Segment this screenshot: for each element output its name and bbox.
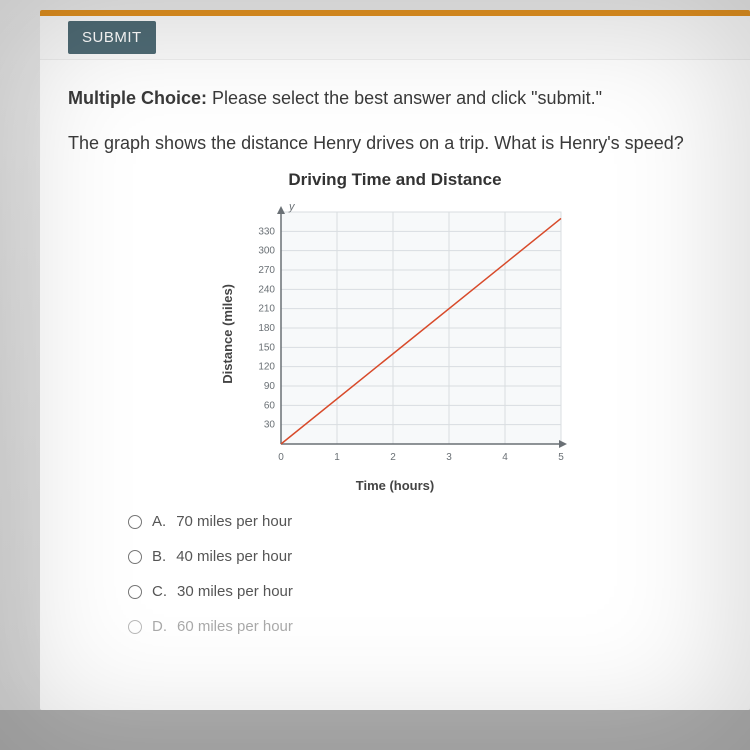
svg-text:4: 4 (502, 452, 508, 463)
svg-text:330: 330 (258, 226, 275, 237)
option-d[interactable]: D. 60 miles per hour (128, 618, 722, 635)
top-bar: SUBMIT (40, 16, 750, 60)
radio-a[interactable] (128, 515, 142, 529)
option-a-text: 70 miles per hour (176, 513, 292, 530)
radio-c[interactable] (128, 585, 142, 599)
svg-text:150: 150 (258, 342, 275, 353)
option-a[interactable]: A. 70 miles per hour (128, 513, 722, 530)
chart-area: Distance (miles) y3060901201501802102402… (220, 194, 571, 474)
y-axis-label: Distance (miles) (220, 284, 235, 384)
quiz-frame: SUBMIT Multiple Choice: Please select th… (40, 10, 750, 710)
option-c[interactable]: C. 30 miles per hour (128, 583, 722, 600)
option-a-letter: A. (152, 513, 166, 530)
svg-text:270: 270 (258, 265, 275, 276)
svg-text:90: 90 (263, 381, 275, 392)
svg-text:y: y (288, 201, 296, 213)
radio-b[interactable] (128, 550, 142, 564)
svg-text:120: 120 (258, 362, 275, 373)
svg-text:210: 210 (258, 304, 275, 315)
option-c-letter: C. (152, 583, 167, 600)
svg-text:5: 5 (558, 452, 564, 463)
svg-text:60: 60 (263, 400, 275, 411)
bottom-bar (0, 710, 750, 750)
screen-background: SUBMIT Multiple Choice: Please select th… (0, 0, 750, 750)
option-b-letter: B. (152, 548, 166, 565)
svg-text:240: 240 (258, 284, 275, 295)
content-area: Multiple Choice: Please select the best … (40, 60, 750, 635)
prompt-line: Multiple Choice: Please select the best … (68, 88, 722, 109)
option-d-text: 60 miles per hour (177, 618, 293, 635)
radio-d[interactable] (128, 620, 142, 634)
svg-text:30: 30 (263, 420, 275, 431)
svg-text:0: 0 (278, 452, 284, 463)
svg-text:300: 300 (258, 246, 275, 257)
svg-text:3: 3 (446, 452, 452, 463)
question-text: The graph shows the distance Henry drive… (68, 133, 722, 154)
option-c-text: 30 miles per hour (177, 583, 293, 600)
chart-wrap: Driving Time and Distance Distance (mile… (68, 170, 722, 493)
svg-text:180: 180 (258, 323, 275, 334)
prompt-bold: Multiple Choice: (68, 88, 207, 108)
chart-title: Driving Time and Distance (68, 170, 722, 190)
svg-text:1: 1 (334, 452, 340, 463)
prompt-rest: Please select the best answer and click … (207, 88, 602, 108)
submit-button[interactable]: SUBMIT (68, 21, 156, 54)
chart-svg: y 30 60 90 120 150 180 210 240 270 300 330 0 1 2 3 4 5 (241, 194, 571, 474)
svg-text:2: 2 (390, 452, 396, 463)
x-axis-label: Time (hours) (68, 478, 722, 493)
option-d-letter: D. (152, 618, 167, 635)
options-list: A. 70 miles per hour B. 40 miles per hou… (68, 513, 722, 635)
option-b-text: 40 miles per hour (176, 548, 292, 565)
option-b[interactable]: B. 40 miles per hour (128, 548, 722, 565)
